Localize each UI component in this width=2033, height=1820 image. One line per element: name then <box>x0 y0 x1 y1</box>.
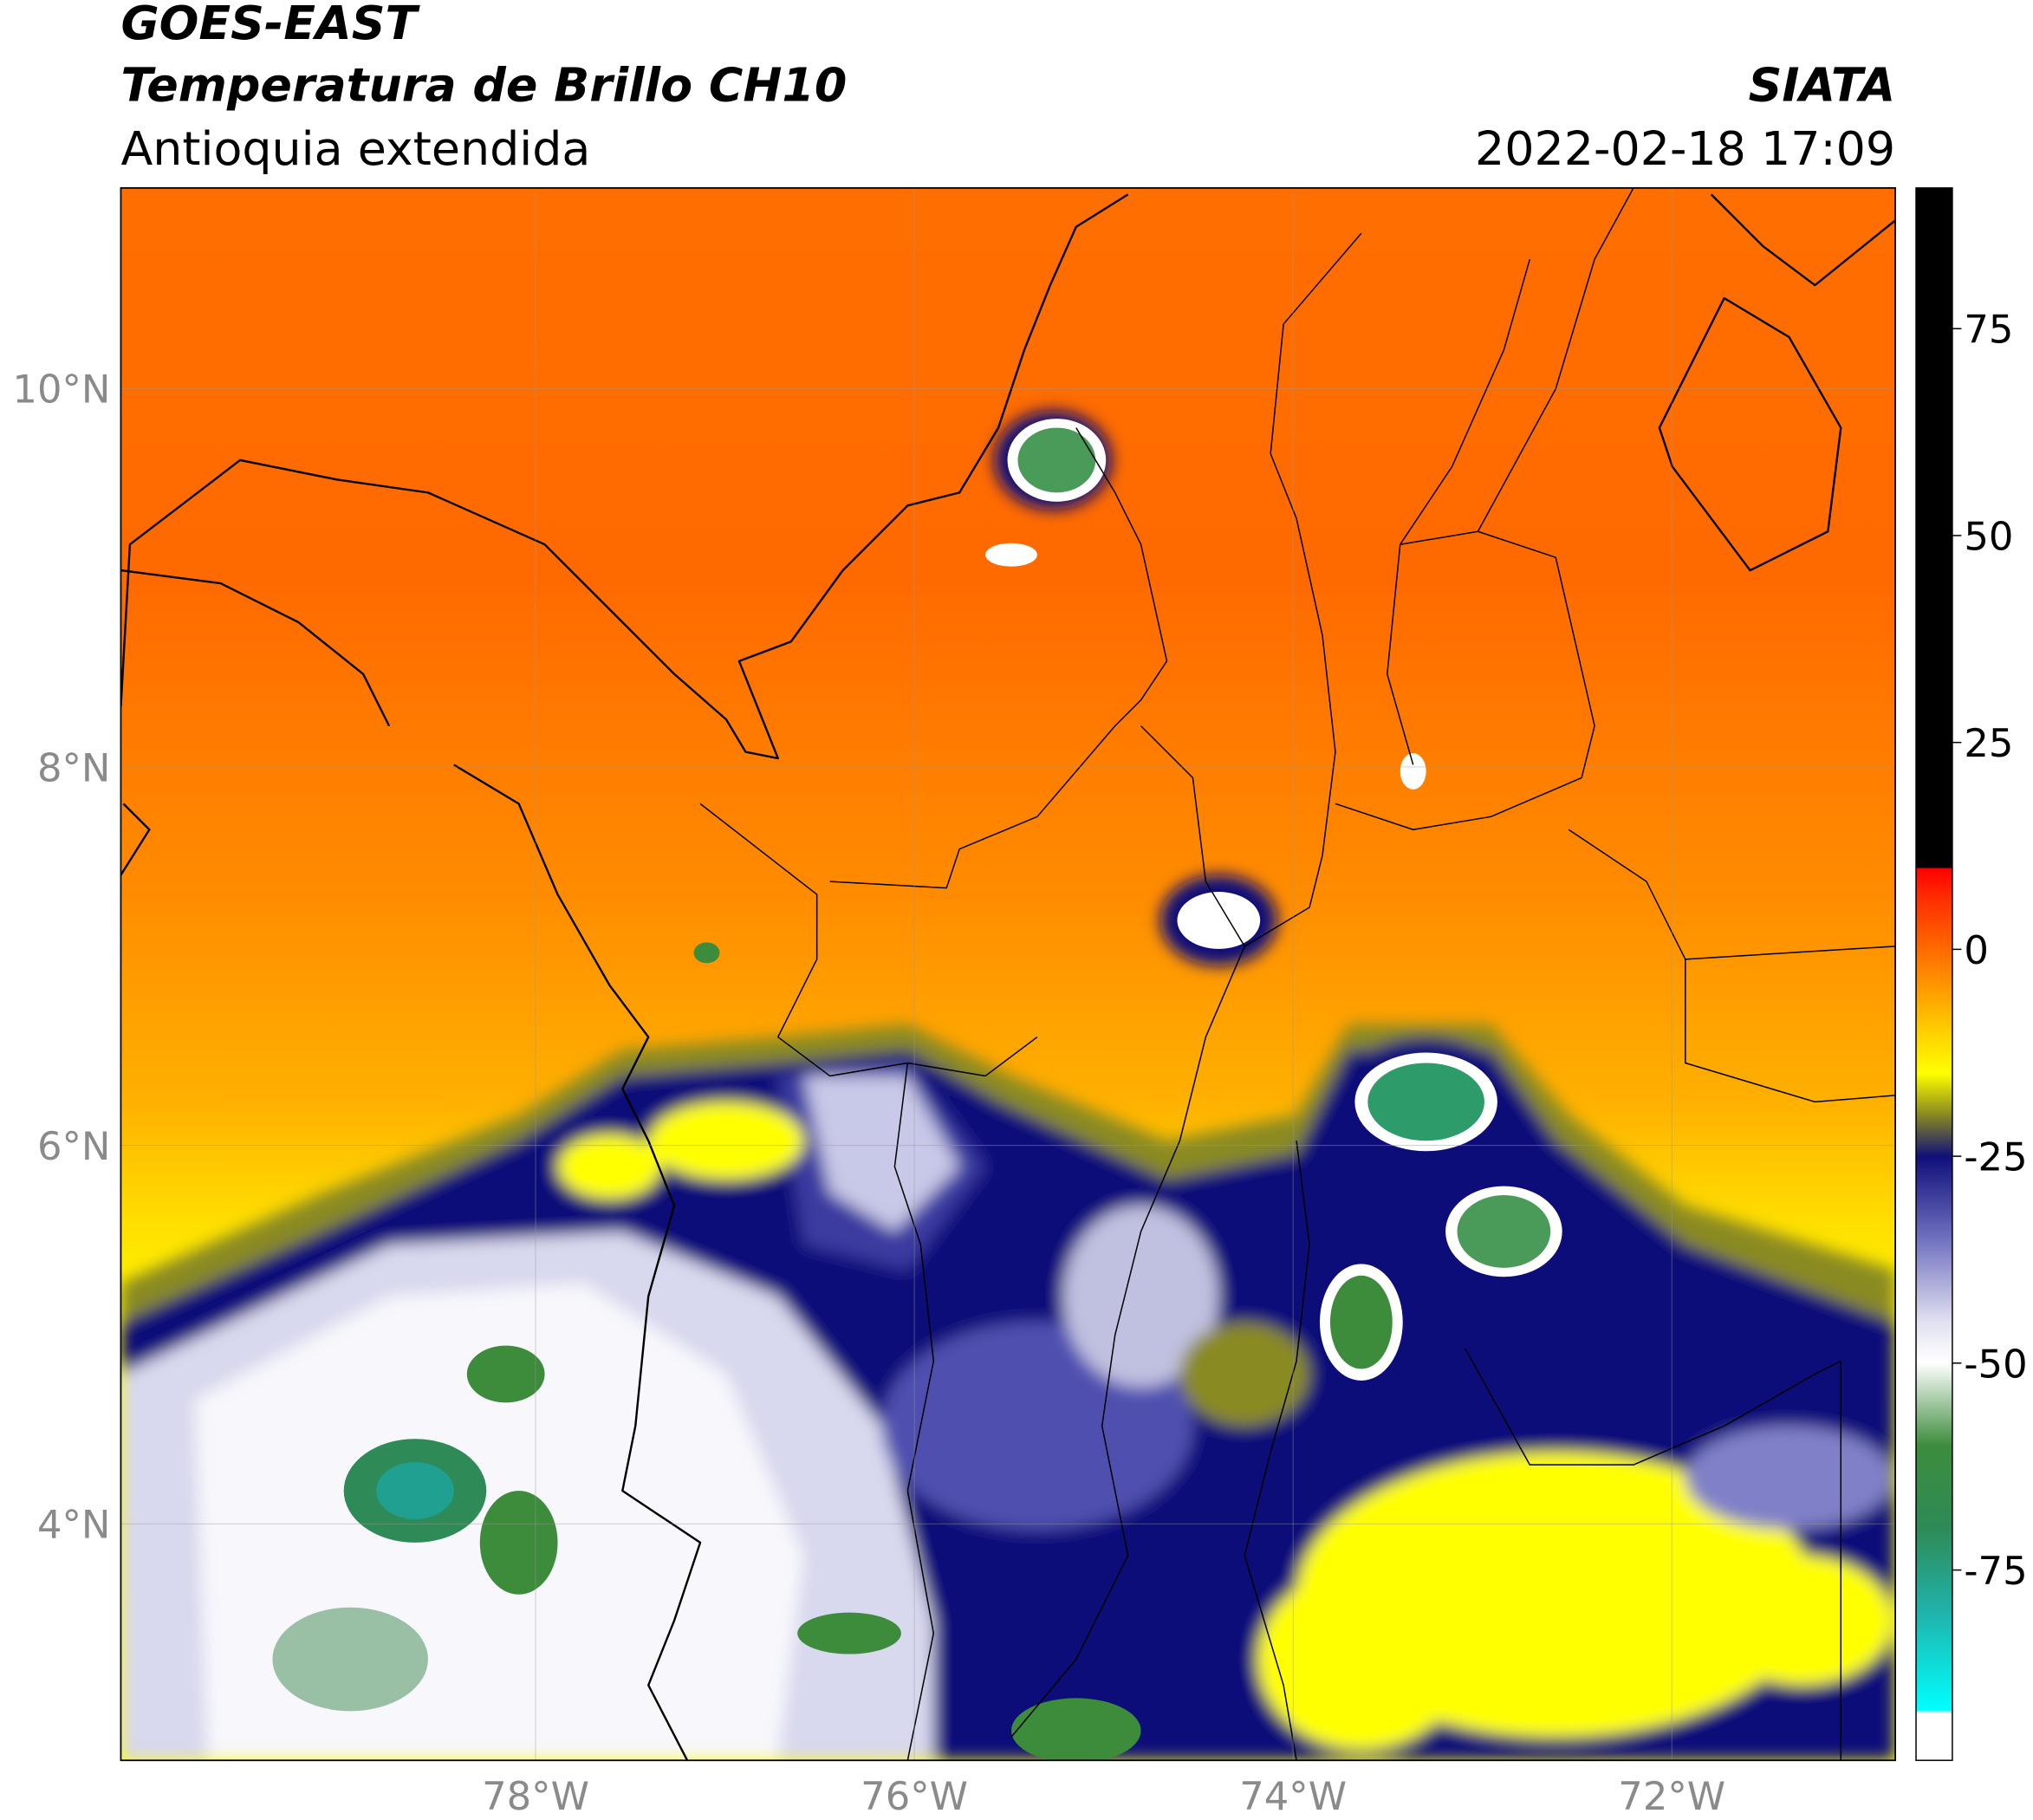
x-tick-label: 78°W <box>482 1773 589 1819</box>
map-frame <box>120 186 1896 1762</box>
cold-cores <box>272 419 1562 1761</box>
title: GOES-EAST <box>120 0 420 50</box>
source: SIATA <box>1749 58 1896 113</box>
datetime: 2022-02-18 17:09 <box>1475 121 1895 176</box>
y-tick-label: 6°N <box>37 1123 111 1169</box>
colorbar-tick-label: 25 <box>1964 720 2013 766</box>
y-tick-label: 10°N <box>12 367 110 413</box>
colorbar-tick-label: 0 <box>1964 927 1989 973</box>
colorbar <box>1915 187 1953 1761</box>
region: Antioquia extendida <box>120 121 590 176</box>
colorbar-tick-label: 75 <box>1964 307 2013 353</box>
subtitle: Temperatura de Brillo CH10 <box>120 58 847 113</box>
colorbar-tick-label: -25 <box>1964 1134 2027 1180</box>
map-imagery <box>120 187 1896 1761</box>
y-tick-label: 4°N <box>37 1502 111 1548</box>
x-tick-label: 74°W <box>1239 1773 1347 1819</box>
x-tick-label: 76°W <box>861 1773 968 1819</box>
colorbar-tick-label: 50 <box>1964 513 2013 559</box>
y-tick-label: 8°N <box>37 744 111 790</box>
x-tick-label: 72°W <box>1618 1773 1725 1819</box>
coastlines <box>120 193 1896 1761</box>
colorbar-tick-label: -50 <box>1964 1341 2027 1387</box>
colorbar-tick-label: -75 <box>1964 1548 2027 1594</box>
borders <box>699 187 1896 1761</box>
grid <box>120 187 1896 1761</box>
